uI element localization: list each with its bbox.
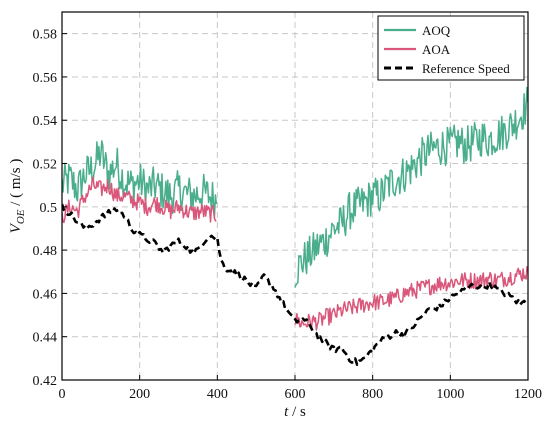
series-line-reference-speed: [62, 203, 528, 366]
axes: 0 200 400 600 800 1000 1200 0.42 0.44 0.46 0.48 0.5…: [8, 11, 542, 420]
y-axis-subscript: OE: [15, 209, 27, 224]
y-tick-label: 0.44: [33, 331, 58, 346]
y-axis-unit: / ( m/s ): [8, 159, 24, 210]
x-axis-label: t / s: [284, 404, 306, 420]
y-axis-label: VOE / ( m/s ): [8, 159, 27, 234]
x-tick-label: 600: [285, 387, 306, 402]
series-line-aoq: [62, 86, 528, 288]
x-tick-label: 0: [59, 387, 66, 402]
x-tick-label: 1200: [514, 387, 542, 402]
y-tick-label: 0.52: [33, 158, 58, 173]
y-tick-label: 0.48: [33, 244, 58, 259]
legend-label: AOQ: [422, 23, 451, 38]
y-tick-label: 0.46: [33, 287, 58, 302]
y-tick-label: 0.58: [33, 28, 58, 43]
x-axis-unit: / s: [288, 404, 306, 420]
x-tick-label: 200: [129, 387, 150, 402]
x-tick-label: 800: [362, 387, 383, 402]
plot-area: [62, 86, 528, 366]
y-tick-label: 0.5: [40, 201, 58, 216]
x-tick-label: 400: [207, 387, 228, 402]
legend: AOQ AOA Reference Speed: [377, 15, 525, 81]
x-tick-label: 1000: [436, 387, 464, 402]
y-tick-label: 0.42: [33, 374, 58, 389]
series-line-aoa: [62, 176, 528, 331]
y-tick-label: 0.56: [33, 71, 58, 86]
y-axis-variable: V: [8, 222, 24, 233]
y-tick-label: 0.54: [33, 114, 58, 129]
legend-label: Reference Speed: [422, 61, 510, 76]
x-axis-variable: t: [284, 404, 289, 420]
legend-label: AOA: [422, 42, 451, 57]
